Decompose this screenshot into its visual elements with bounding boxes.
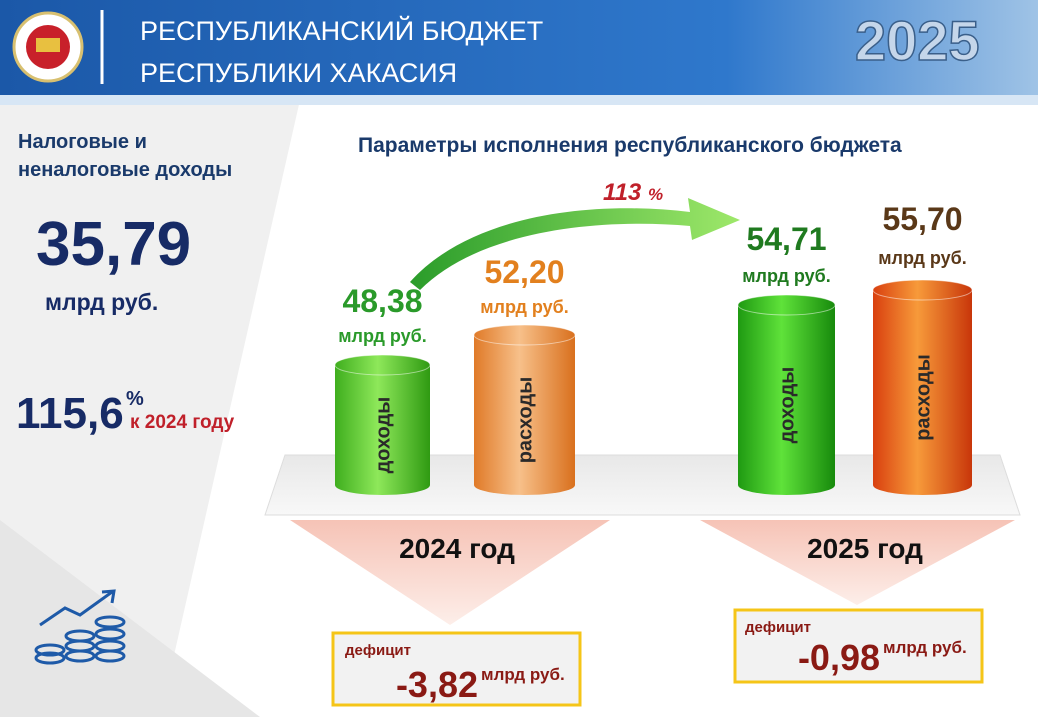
cylinder xyxy=(474,335,575,495)
growth-arrow xyxy=(410,198,740,290)
value-label: 48,38 xyxy=(342,283,422,319)
coins-icon xyxy=(34,589,126,665)
value-label: 55,70 xyxy=(882,201,962,237)
left-unit: млрд руб. xyxy=(45,289,158,315)
emblem xyxy=(36,38,60,52)
growth-note: к 2024 году xyxy=(130,412,235,433)
cylinder-label: расходы xyxy=(913,354,935,441)
deficit-label: дефицит xyxy=(345,642,411,659)
left-label: Налоговые и xyxy=(18,131,147,153)
deficit-unit: млрд руб. xyxy=(883,638,967,657)
year-label: 2024 год xyxy=(399,533,515,564)
value-label: 52,20 xyxy=(484,254,564,290)
cylinder-top xyxy=(334,354,431,376)
decor xyxy=(0,520,260,717)
cylinder xyxy=(873,290,972,495)
left-label: неналоговые доходы xyxy=(18,159,232,181)
growth-unit: % xyxy=(126,388,144,410)
year-label: 2025 год xyxy=(807,533,923,564)
header-year: 2025 xyxy=(855,9,980,72)
cylinder-label: доходы xyxy=(777,367,799,444)
deficit-box xyxy=(331,631,582,707)
deficit-unit: млрд руб. xyxy=(481,665,565,684)
decor xyxy=(0,100,300,717)
header-title: РЕСПУБЛИКИ ХАКАСИЯ xyxy=(140,58,457,88)
growth-value: 115,6 xyxy=(16,389,124,438)
unit-label: млрд руб. xyxy=(742,266,831,286)
cylinder xyxy=(335,365,430,495)
cylinder-top xyxy=(473,324,576,346)
cylinder-label: доходы xyxy=(373,397,395,474)
left-value: 35,79 xyxy=(36,210,191,279)
cylinder-top xyxy=(872,279,973,301)
header-title: РЕСПУБЛИКАНСКИЙ БЮДЖЕТ xyxy=(140,15,543,46)
unit-label: млрд руб. xyxy=(878,248,967,268)
cylinder-top xyxy=(737,294,836,316)
deficit-value: -3,82 xyxy=(396,664,478,705)
down-arrow xyxy=(290,520,610,625)
cylinder-label: расходы xyxy=(515,377,537,464)
arrow-growth: 113 xyxy=(603,179,642,206)
unit-label: млрд руб. xyxy=(338,326,427,346)
main-title: Параметры исполнения республиканского бю… xyxy=(358,134,902,157)
header-strip xyxy=(0,95,1038,105)
header-bar xyxy=(0,0,1038,95)
down-arrow xyxy=(700,520,1015,605)
value-label: 54,71 xyxy=(746,221,826,257)
deficit-box xyxy=(733,608,984,684)
deficit-value: -0,98 xyxy=(798,637,880,678)
deficit-label: дефицит xyxy=(745,619,811,636)
unit-label: млрд руб. xyxy=(480,297,569,317)
cylinder xyxy=(738,305,835,495)
arrow-growth-unit: % xyxy=(648,185,663,204)
